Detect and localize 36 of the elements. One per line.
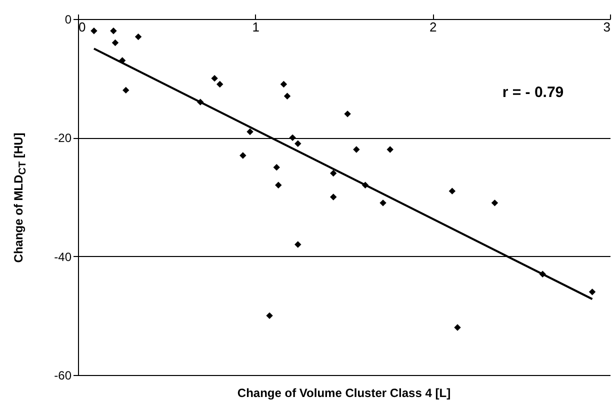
point: [344, 110, 351, 118]
point: [90, 28, 98, 34]
x-axis-title: Change of Volume Cluster Class 4 [L]: [236, 386, 452, 400]
point: [330, 170, 337, 177]
point: [246, 128, 254, 136]
point: [273, 164, 280, 171]
point: [284, 92, 291, 100]
point: [216, 80, 224, 88]
point: [588, 288, 596, 296]
point: [112, 39, 119, 46]
point: [280, 80, 288, 88]
point: [289, 134, 296, 142]
point: [380, 200, 386, 206]
point: [330, 194, 337, 200]
point: [294, 241, 302, 248]
point: [353, 146, 360, 153]
annotation: r = - 0.79: [502, 84, 564, 101]
point: [294, 140, 302, 147]
point: [448, 188, 456, 194]
point: [110, 28, 117, 34]
point: [240, 152, 246, 159]
point: [211, 74, 218, 82]
x-tick-label: 1: [252, 20, 260, 34]
point: [275, 182, 282, 188]
point: [122, 86, 130, 94]
point: [266, 312, 273, 320]
y-tick-label: -20: [54, 131, 72, 146]
x-tick-label: 0: [78, 20, 86, 34]
x-tick-label: 3: [603, 20, 610, 34]
y-tick-label: -40: [54, 250, 72, 264]
point: [134, 33, 142, 40]
point: [491, 200, 498, 206]
x-tick-label: 2: [430, 20, 437, 34]
point: [454, 324, 461, 331]
y-tick-label: -60: [54, 368, 72, 382]
point: [386, 146, 394, 153]
